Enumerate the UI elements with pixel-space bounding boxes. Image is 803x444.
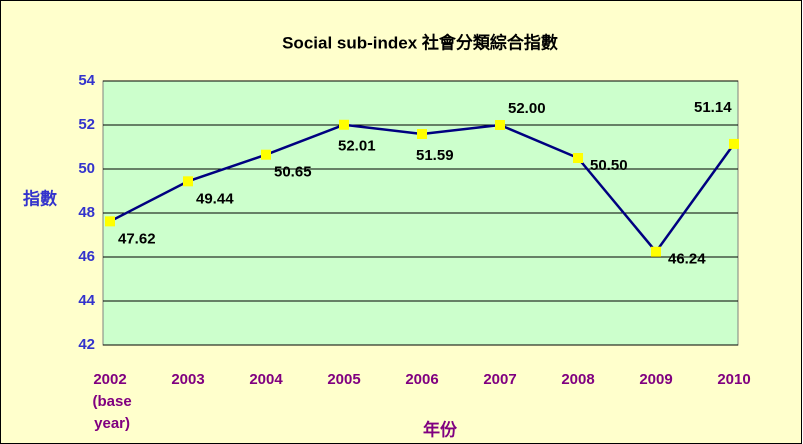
data-label: 51.59	[416, 147, 454, 164]
data-point	[495, 120, 505, 130]
x-tick-label: 2006	[405, 371, 438, 388]
y-tick-label: 50	[78, 160, 95, 177]
y-tick-label: 44	[78, 292, 95, 309]
y-tick-label: 46	[78, 248, 95, 265]
y-tick-label: 52	[78, 116, 95, 133]
y-tick-label: 54	[78, 72, 95, 89]
data-point	[183, 176, 193, 187]
data-point	[417, 129, 427, 140]
data-label: 50.50	[590, 157, 628, 174]
data-label: 47.62	[118, 230, 156, 247]
x-tick-label: 2008	[561, 371, 594, 388]
data-point	[339, 119, 349, 130]
x-tick-label: 2009	[639, 371, 672, 388]
x-tick-label: 2005	[327, 371, 360, 388]
data-label: 46.24	[668, 251, 706, 268]
data-point	[261, 149, 271, 160]
data-point	[105, 216, 115, 227]
data-point	[729, 138, 739, 149]
data-label: 52.01	[338, 138, 376, 155]
x-axis-label: 年份	[423, 419, 458, 439]
x-tick-label: 2004	[249, 371, 283, 388]
data-point	[573, 153, 583, 163]
y-tick-label: 48	[78, 204, 95, 221]
y-axis-label: 指數	[23, 188, 57, 208]
x-tick-label: 2003	[171, 371, 204, 388]
chart-title: Social sub-index 社會分類綜合指數	[282, 32, 558, 52]
data-label: 50.65	[274, 164, 312, 181]
x-tick-label: 2002 (base year)	[88, 371, 131, 432]
y-tick-label: 42	[78, 336, 95, 353]
x-tick-label: 2007	[483, 371, 516, 388]
x-tick-label: 2010	[717, 371, 750, 388]
data-label: 51.14	[694, 99, 732, 116]
data-point	[651, 246, 661, 257]
data-label: 49.44	[196, 190, 234, 207]
data-label: 52.00	[508, 100, 546, 117]
